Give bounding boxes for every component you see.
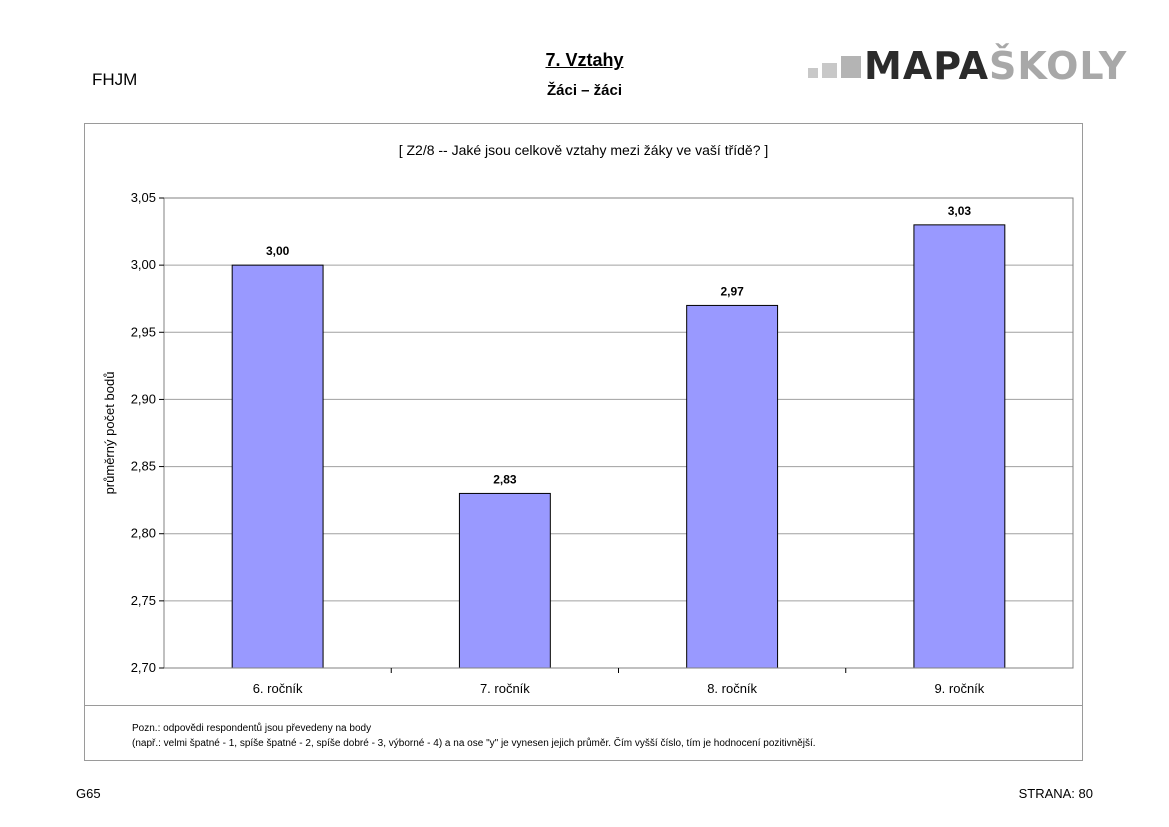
bar	[686, 304, 779, 669]
y-tick-label: 2,70	[131, 660, 156, 675]
logo-square-medium	[822, 63, 837, 78]
data-labels: 3,00 2,83 2,97 3,03	[266, 204, 971, 487]
section-subtitle: Žáci – žáci	[546, 82, 623, 99]
y-tick-label: 2,80	[131, 526, 156, 541]
x-tick-label: 9. ročník	[934, 681, 984, 696]
page-number: STRANA: 80	[1018, 786, 1093, 801]
bar	[913, 224, 1006, 669]
footer-code: G65	[76, 786, 101, 801]
x-tick-label: 6. ročník	[253, 681, 303, 696]
y-axis-ticks: 2,70 2,75 2,80 2,85 2,90 2,95 3,00 3,05	[131, 190, 847, 675]
bars	[231, 224, 1006, 669]
logo-text-mapa: MAPA	[864, 44, 989, 88]
bar	[458, 492, 551, 669]
note-line-1: Pozn.: odpovědi respondentů jsou převede…	[132, 723, 372, 734]
x-axis-labels: 6. ročník 7. ročník 8. ročník 9. ročník	[253, 681, 985, 696]
y-tick-label: 2,85	[131, 459, 156, 474]
school-code: FHJM	[92, 70, 138, 89]
logo-square-small	[808, 68, 818, 78]
logo-text-skoly: ŠKOLY	[989, 44, 1128, 88]
y-tick-label: 3,05	[131, 190, 156, 205]
chart-note: Pozn.: odpovědi respondentů jsou převede…	[132, 721, 816, 751]
data-label: 2,97	[720, 284, 744, 298]
chart-frame	[84, 123, 1083, 761]
data-label: 3,00	[266, 244, 290, 258]
mapa-skoly-logo: MAPAŠKOLY	[808, 46, 1126, 90]
data-label: 3,03	[948, 204, 972, 218]
y-axis-label: průměrný počet bodů	[102, 372, 117, 495]
x-tick-label: 8. ročník	[707, 681, 757, 696]
note-divider	[85, 705, 1082, 706]
logo-text: MAPAŠKOLY	[864, 46, 1127, 86]
y-tick-label: 2,75	[131, 593, 156, 608]
y-tick-label: 3,00	[131, 257, 156, 272]
section-title: 7. Vztahy	[545, 50, 624, 70]
y-tick-label: 2,95	[131, 324, 156, 339]
logo-square-large	[841, 56, 861, 78]
bar	[231, 264, 324, 669]
x-tick-label: 7. ročník	[480, 681, 530, 696]
note-line-2: (např.: velmi špatné - 1, spíše špatné -…	[132, 738, 816, 749]
y-tick-label: 2,90	[131, 391, 156, 406]
chart-question: [ Z2/8 -- Jaké jsou celkově vztahy mezi …	[398, 142, 769, 158]
data-label: 2,83	[493, 472, 517, 486]
